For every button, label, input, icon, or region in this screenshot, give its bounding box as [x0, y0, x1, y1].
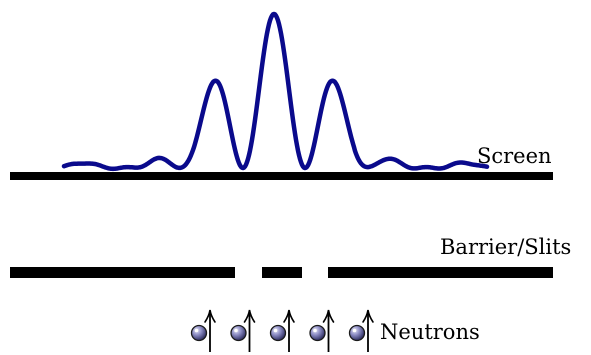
neutron-ball — [190, 324, 208, 342]
neutron-highlight — [194, 328, 199, 333]
neutron-arrow-head — [243, 309, 256, 323]
neutron-icon — [230, 309, 256, 352]
neutron-arrow-head — [283, 309, 295, 323]
neutron-ball — [269, 324, 287, 342]
neutron-icon — [348, 309, 374, 352]
neutron-highlight — [352, 328, 357, 333]
neutron-highlight — [313, 328, 317, 333]
neutron-icon — [269, 309, 295, 352]
neutron-arrow-head — [322, 309, 335, 323]
interference-pattern-curve — [61, 11, 490, 172]
neutron-arrow-head — [204, 309, 216, 323]
neutron-ball — [348, 324, 366, 342]
barrier-segment-right — [328, 267, 553, 278]
screen-label: Screen — [477, 144, 552, 168]
barrier-segment-left — [10, 267, 235, 278]
neutron-highlight — [234, 328, 238, 333]
neutron-icon — [309, 309, 335, 352]
neutron-highlight — [273, 328, 278, 333]
neutron-group — [190, 309, 374, 352]
screen-line — [10, 172, 553, 180]
neutron-arrow-head — [362, 309, 374, 323]
neutron-ball — [309, 324, 326, 342]
neutrons-label: Neutrons — [380, 320, 480, 344]
neutron-icon — [190, 309, 216, 352]
barrier-segment-middle — [262, 267, 302, 278]
neutron-ball — [230, 324, 247, 342]
barrier-label: Barrier/Slits — [440, 235, 571, 259]
